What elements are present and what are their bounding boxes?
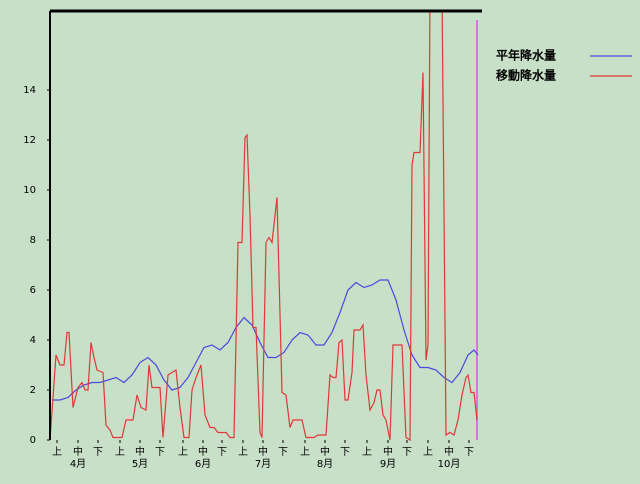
x-tick-label: 中 <box>258 445 268 458</box>
legend-label: 平年降水量 <box>496 48 556 63</box>
x-tick-label: 中 <box>383 445 393 458</box>
x-tick-label: 下 <box>93 447 103 458</box>
x-tick-label: 上 <box>52 446 62 458</box>
series-line <box>50 11 478 442</box>
x-tick-label: 上 <box>178 446 188 458</box>
x-tick-label: 下 <box>402 447 412 458</box>
x-tick-label: 下 <box>464 447 474 458</box>
x-tick-label: 下 <box>278 447 288 458</box>
x-tick-label: 下 <box>340 447 350 458</box>
month-label: 9月 <box>380 458 396 470</box>
x-tick-label: 中 <box>444 445 454 458</box>
month-label: 4月 <box>70 458 86 470</box>
month-label: 5月 <box>132 458 148 470</box>
x-tick-label: 上 <box>300 446 310 458</box>
x-tick-label: 上 <box>238 446 248 458</box>
x-tick-label: 上 <box>362 446 372 458</box>
x-tick-label: 中 <box>135 445 145 458</box>
y-tick-label: 4 <box>30 335 36 346</box>
y-tick-label: 2 <box>30 385 36 396</box>
y-tick-label: 6 <box>30 285 36 296</box>
series-line <box>52 279 479 401</box>
x-tick-label: 中 <box>73 445 83 458</box>
x-tick-label: 下 <box>217 447 227 458</box>
legend-label: 移動降水量 <box>496 68 556 83</box>
y-tick-label: 0 <box>30 435 36 446</box>
month-label: 10月 <box>438 458 461 470</box>
x-tick-label: 上 <box>423 446 433 458</box>
y-tick-label: 14 <box>23 85 36 96</box>
y-tick-label: 8 <box>30 235 36 246</box>
month-label: 6月 <box>195 458 211 470</box>
x-tick-label: 中 <box>320 445 330 458</box>
x-tick-label: 下 <box>155 447 165 458</box>
month-label: 8月 <box>317 458 333 470</box>
y-tick-label: 12 <box>23 135 36 146</box>
plot-area <box>50 11 479 442</box>
y-tick-label: 10 <box>23 185 36 196</box>
month-label: 7月 <box>255 458 271 470</box>
x-tick-label: 上 <box>115 446 125 458</box>
x-tick-label: 中 <box>198 445 208 458</box>
